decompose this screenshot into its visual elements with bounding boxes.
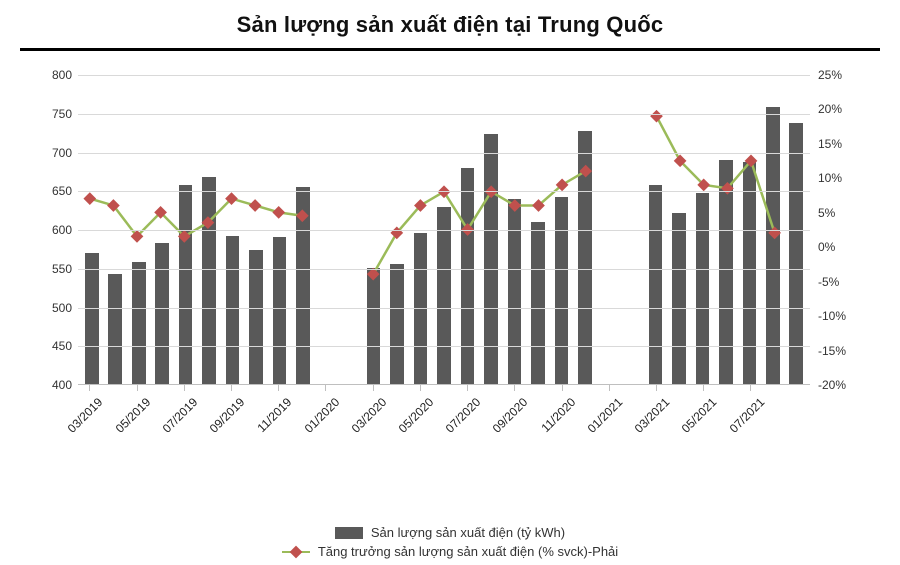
x-tick-label: 03/2019 <box>65 395 106 436</box>
line-marker <box>650 110 663 123</box>
legend-item-bars: Sản lượng sản xuất điện (tỷ kWh) <box>335 525 565 540</box>
x-tick-label: 01/2021 <box>585 395 626 436</box>
line-marker <box>272 206 285 219</box>
y-right-tick-label: 0% <box>818 240 868 254</box>
x-tick-label: 01/2020 <box>301 395 342 436</box>
x-tick-label: 03/2021 <box>632 395 673 436</box>
x-tick-label: 11/2019 <box>255 395 295 435</box>
y-left-tick-label: 750 <box>30 107 72 121</box>
legend-swatch-bar <box>335 527 363 539</box>
y-right-tick-label: -15% <box>818 344 868 358</box>
line-marker <box>579 165 592 178</box>
line-marker <box>83 192 96 205</box>
line-marker <box>768 227 781 240</box>
x-axis-labels: 03/201905/201907/201909/201911/201901/20… <box>78 389 810 439</box>
legend-label-line: Tăng trưởng sản lượng sản xuất điện (% s… <box>318 544 618 559</box>
y-left-tick-label: 500 <box>30 301 72 315</box>
x-tick-label: 07/2019 <box>160 395 201 436</box>
y-right-tick-label: 5% <box>818 206 868 220</box>
legend-swatch-line <box>282 546 310 558</box>
x-tick-label: 05/2021 <box>679 395 720 436</box>
y-right-tick-label: -20% <box>818 378 868 392</box>
x-tick-label: 09/2020 <box>490 395 531 436</box>
line-marker <box>296 209 309 222</box>
title-underline <box>20 48 880 51</box>
growth-line <box>90 116 775 274</box>
y-left-tick-label: 700 <box>30 146 72 160</box>
legend-item-line: Tăng trưởng sản lượng sản xuất điện (% s… <box>282 544 618 559</box>
chart: 400 450 500 550 600 650 700 750 800 -20% -15% -10% -… <box>30 65 870 445</box>
x-tick-label: 09/2019 <box>207 395 248 436</box>
x-tick-label: 07/2020 <box>443 395 484 436</box>
y-right-tick-label: -10% <box>818 309 868 323</box>
y-left-tick-label: 600 <box>30 223 72 237</box>
x-tick-label: 05/2019 <box>112 395 153 436</box>
x-tick-label: 05/2020 <box>396 395 437 436</box>
x-tick-label: 11/2020 <box>538 395 578 435</box>
y-left-tick-label: 650 <box>30 184 72 198</box>
y-left-tick-label: 400 <box>30 378 72 392</box>
x-tick-label: 03/2020 <box>348 395 389 436</box>
legend: Sản lượng sản xuất điện (tỷ kWh) Tăng tr… <box>0 525 900 559</box>
line-marker <box>508 199 521 212</box>
y-right-tick-label: -5% <box>818 275 868 289</box>
y-left-tick-label: 450 <box>30 339 72 353</box>
plot-area: 400450500550600650700750800-20%-15%-10%-… <box>78 75 810 385</box>
line-marker <box>249 199 262 212</box>
legend-label-bars: Sản lượng sản xuất điện (tỷ kWh) <box>371 525 565 540</box>
y-left-tick-label: 550 <box>30 262 72 276</box>
y-right-tick-label: 25% <box>818 68 868 82</box>
y-left-tick-label: 800 <box>30 68 72 82</box>
y-right-tick-label: 10% <box>818 171 868 185</box>
y-right-tick-label: 15% <box>818 137 868 151</box>
y-right-tick-label: 20% <box>818 102 868 116</box>
chart-title: Sản lượng sản xuất điện tại Trung Quốc <box>0 0 900 48</box>
x-tick-label: 07/2021 <box>726 395 767 436</box>
